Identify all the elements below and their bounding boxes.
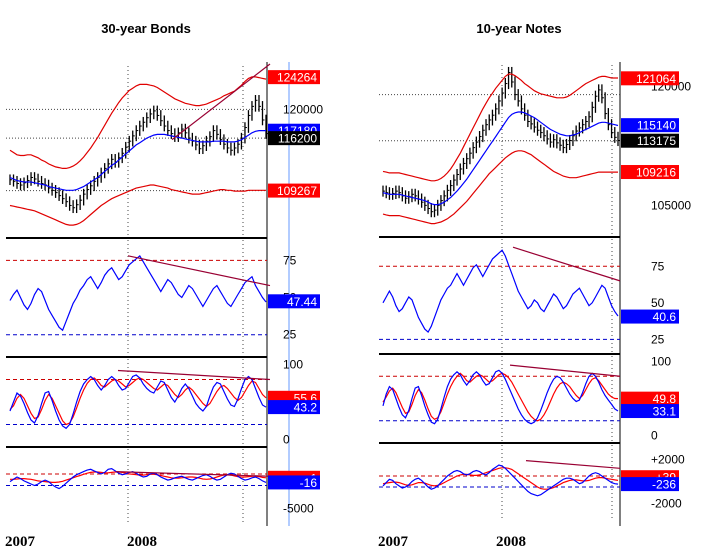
axis-label-75: 75	[651, 259, 665, 273]
series-rsi	[382, 249, 619, 334]
chart-title-30-year-bonds: 30-year Bonds	[101, 21, 191, 36]
chart-notes: 1200001050001210641151401131751092167550…	[379, 62, 691, 526]
value-badge	[268, 400, 320, 415]
panel-notes-stoch: 100 0 49.833.1	[379, 353, 679, 443]
axis-label-0: 0	[283, 433, 290, 447]
axis-label-50: 50	[651, 296, 665, 310]
panel-bonds-rsi: 75502547.44	[6, 237, 320, 355]
x-label-2007-bonds: 2007	[5, 534, 36, 550]
axis-label--2000: -2000	[651, 497, 682, 511]
value-badge-label: 47.44	[287, 295, 317, 309]
trendline	[127, 255, 271, 287]
trendline	[512, 246, 621, 282]
value-badge	[621, 71, 679, 86]
trendline	[509, 364, 621, 377]
panel-notes-rsi: 75 50 25 40.6	[379, 236, 679, 352]
series-upper-band	[382, 73, 618, 182]
value-badge-label: 49.8	[653, 392, 677, 406]
axis-label-100: 100	[651, 354, 671, 368]
axis-label-75: 75	[283, 253, 297, 267]
value-badge	[621, 477, 679, 492]
value-badge-label: -236	[652, 478, 676, 492]
series-momentum	[9, 467, 267, 490]
value-badge	[621, 391, 679, 406]
value-badge	[268, 183, 320, 198]
value-badge-label: 40.6	[653, 310, 677, 324]
x-label-2008-notes: 2008	[496, 534, 526, 550]
series-momentum	[382, 464, 619, 497]
axis-label-120000: 120000	[283, 102, 323, 116]
value-badge-label: 109267	[277, 184, 317, 198]
axis-label-25: 25	[283, 328, 297, 342]
chart-bonds: 12000012426411718011620010926775502547.4…	[6, 62, 323, 526]
plot-layer: 12000012426411718011620010926775502547.4…	[6, 62, 691, 526]
trendline	[115, 471, 271, 477]
series-middle-band	[9, 130, 266, 191]
series--k	[9, 374, 267, 430]
value-badge	[268, 294, 320, 309]
value-badge-label: 121064	[636, 72, 676, 86]
price-bars	[9, 95, 268, 214]
trendline	[117, 369, 271, 381]
value-badge-label: -16	[300, 476, 318, 490]
price-bars	[382, 66, 620, 218]
series-signal	[382, 467, 619, 490]
series--k	[382, 369, 619, 425]
value-badge-label: 33.1	[653, 405, 677, 419]
axis-label-0: 0	[651, 429, 658, 443]
value-badge-label: 116200	[278, 132, 317, 146]
value-badge-label: 109216	[636, 166, 676, 180]
axis-label-2000: +2000	[651, 453, 685, 467]
series-rsi	[9, 254, 267, 332]
value-badge	[621, 309, 679, 324]
value-badge	[621, 404, 679, 419]
panel-bonds-price: 120000124264117180116200109267	[6, 63, 323, 236]
value-badge-label: 115140	[637, 119, 676, 133]
axis-label-100: 100	[283, 358, 303, 372]
axis-label--5000: -5000	[283, 502, 314, 516]
chart-title-10-year-notes: 10-year Notes	[476, 21, 561, 36]
value-badge	[621, 165, 679, 180]
series-lower-band	[382, 150, 618, 225]
series-upper-band	[9, 76, 267, 169]
value-badge	[268, 70, 320, 85]
trendline	[171, 63, 271, 141]
series--d	[382, 372, 619, 422]
x-label-2007-notes: 2007	[378, 534, 409, 550]
axis-label-25: 25	[651, 332, 665, 346]
value-badge	[268, 131, 320, 146]
value-badge	[621, 133, 679, 148]
value-badge-label: 113175	[637, 134, 676, 148]
series--d	[9, 377, 267, 426]
x-label-2008-bonds: 2008	[127, 534, 157, 550]
axis-label-105000: 105000	[651, 198, 691, 212]
panel-notes-momentum: +2000-2000+39-236	[379, 442, 685, 518]
value-badge-label: 43.2	[294, 401, 318, 415]
series-lower-band	[9, 184, 266, 226]
value-badge	[621, 118, 679, 133]
value-badge-label: 124264	[277, 71, 317, 85]
panel-bonds-momentum: -5000-1-16	[6, 446, 320, 522]
value-badge	[268, 475, 320, 490]
series-middle-band	[382, 111, 619, 206]
trendline	[525, 460, 621, 469]
